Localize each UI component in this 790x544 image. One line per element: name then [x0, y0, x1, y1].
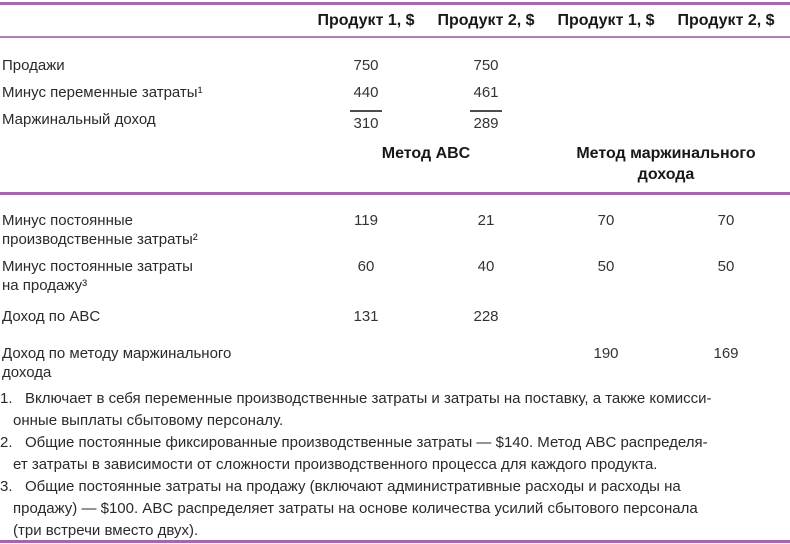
sum-total-value: 289	[470, 110, 502, 133]
cell-value	[546, 307, 666, 308]
cell-value: 750	[473, 57, 499, 74]
footnote-3: 3. Общие постоянные затраты на продажу (в…	[0, 476, 790, 542]
method-divider-rule	[0, 192, 790, 195]
cell-value-total: 310	[306, 110, 426, 133]
cell-value: 50	[597, 258, 615, 275]
row-label: Минус постоянные затраты на продажу³	[2, 258, 193, 294]
table-row-marginal-income: Маржинальный доход 310 289	[0, 106, 790, 137]
column-header-product1-abc: Продукт 1, $	[317, 12, 415, 29]
cell-value	[666, 56, 786, 57]
cell-value: 70	[717, 212, 735, 229]
row-label: Продажи	[2, 57, 65, 74]
method-empty-cell	[0, 143, 306, 144]
cell-value: 119	[354, 212, 378, 229]
row-label: Минус постоянные производственные затрат…	[2, 212, 198, 248]
cell-value	[306, 344, 426, 345]
cell-value: 750	[353, 57, 379, 74]
footnote-1: 1. Включает в себя переменные производств…	[0, 388, 790, 432]
cell-value-total: 289	[426, 110, 546, 133]
sum-total-value: 310	[350, 110, 382, 133]
fixed-costs-section: Минус постоянные производственные затрат…	[0, 195, 790, 386]
footnote-text: Включает в себя переменные производствен…	[13, 390, 712, 429]
table-row-fixed-selling-costs: Минус постоянные затраты на продажу³ 60 …	[0, 253, 790, 299]
column-header-product2-abc: Продукт 2, $	[437, 12, 535, 29]
table-row-fixed-production-costs: Минус постоянные производственные затрат…	[0, 207, 790, 253]
method-header-row: Метод ABC Метод маржинального дохода	[0, 137, 790, 192]
cell-value	[546, 56, 666, 57]
top-border-rule	[0, 2, 790, 5]
column-header-product1-margin: Продукт 1, $	[557, 12, 655, 29]
cell-value	[546, 83, 666, 84]
cell-value	[666, 307, 786, 308]
cell-value: 440	[353, 84, 379, 101]
column-header-product2-margin: Продукт 2, $	[677, 12, 775, 29]
table-row-sales: Продажи 750 750	[0, 52, 790, 79]
row-label: Минус переменные затраты¹	[2, 84, 203, 101]
cell-value: 169	[713, 345, 739, 362]
footnote-marker: 2.	[0, 434, 13, 451]
footnote-text: Общие постоянные фиксированные производс…	[13, 434, 708, 473]
cell-value: 50	[717, 258, 735, 275]
method-header-marginal-income: Метод маржинального дохода	[576, 145, 756, 183]
bottom-border-rule	[0, 540, 790, 543]
header-divider-rule	[0, 36, 790, 38]
cell-value	[666, 83, 786, 84]
cell-value	[426, 344, 546, 345]
table-row-variable-costs: Минус переменные затраты¹ 440 461	[0, 79, 790, 106]
cell-value: 228	[473, 308, 499, 325]
cell-value: 21	[477, 212, 495, 229]
row-label: Доход по методу маржинального дохода	[2, 345, 232, 381]
method-header-abc: Метод ABC	[381, 145, 471, 162]
footnote-marker: 1.	[0, 390, 13, 407]
table-row-income-abc: Доход по ABC 131 228	[0, 303, 790, 330]
cell-value: 131	[353, 308, 379, 325]
header-empty-cell	[0, 11, 306, 12]
row-label: Маржинальный доход	[2, 111, 156, 128]
footnote-text: Общие постоянные затраты на продажу (вкл…	[13, 478, 698, 539]
row-label: Доход по ABC	[2, 308, 101, 325]
cell-value	[666, 110, 786, 111]
footnote-2: 2. Общие постоянные фиксированные произво…	[0, 432, 790, 476]
sales-section: Продажи 750 750 Минус переменные затраты…	[0, 38, 790, 137]
footnotes-block: 1. Включает в себя переменные производств…	[0, 388, 790, 542]
table-header-row: Продукт 1, $ Продукт 2, $ Продукт 1, $ П…	[0, 5, 790, 36]
cell-value: 70	[597, 212, 615, 229]
cell-value: 190	[593, 345, 619, 362]
footnote-marker: 3.	[0, 478, 13, 495]
cell-value: 60	[357, 258, 375, 275]
cell-value	[546, 110, 666, 111]
cell-value: 461	[473, 84, 499, 101]
table-row-income-marginal: Доход по методу маржинального дохода 190…	[0, 340, 790, 386]
cell-value: 40	[477, 258, 495, 275]
